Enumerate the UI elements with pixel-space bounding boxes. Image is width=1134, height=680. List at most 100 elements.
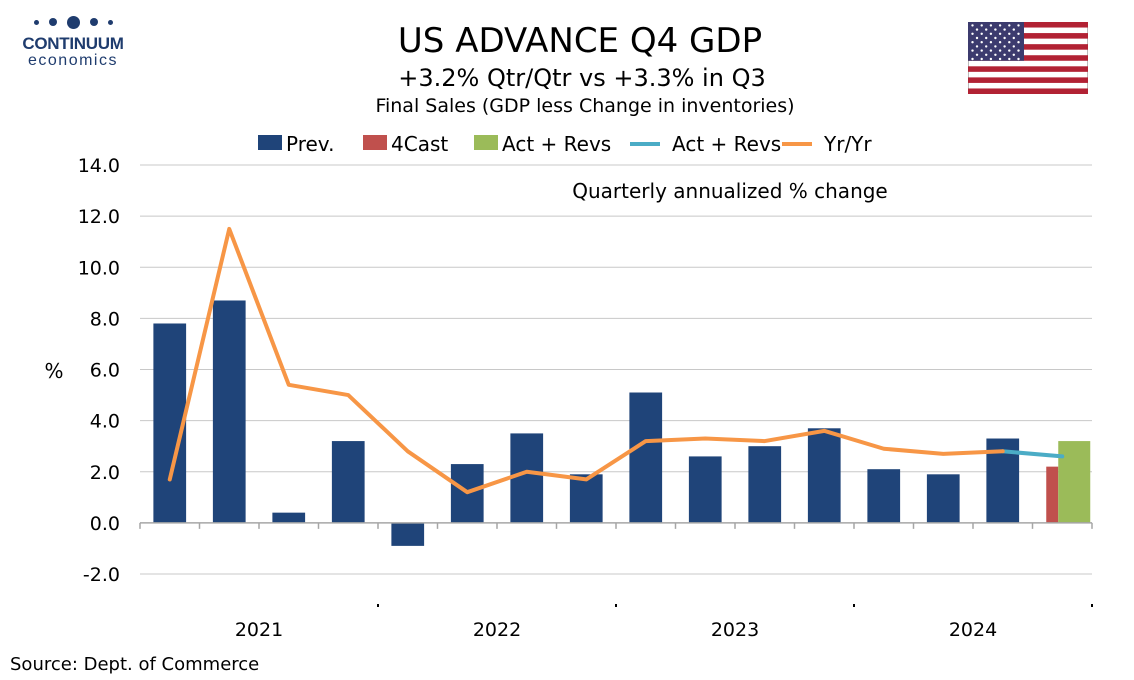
flag-stripe: [968, 44, 1088, 50]
flag-star: [989, 49, 993, 52]
bar-prev: [153, 323, 187, 523]
flag-star: [1003, 45, 1006, 48]
flag-stripe: [968, 22, 1088, 28]
line-act-revs: [1000, 449, 1065, 459]
flag-star: [1008, 41, 1011, 44]
logo-name: CONTINUUM: [22, 34, 124, 53]
flag-star: [998, 24, 1002, 27]
flag-stripe: [968, 55, 1088, 61]
flag-star: [971, 41, 974, 44]
flag-star: [998, 41, 1002, 44]
y-tick-label: 0.0: [90, 513, 120, 535]
bar-prev: [272, 512, 306, 523]
flag-star: [1003, 53, 1006, 56]
flag-star: [980, 57, 983, 61]
legend-label: Act + Revs: [672, 132, 781, 156]
flag-star: [994, 36, 997, 40]
legend-label: Yr/Yr: [823, 132, 872, 156]
year-separator: [615, 604, 617, 607]
chart-subtitle-2: Final Sales (GDP less Change in inventor…: [375, 95, 794, 117]
flag-star: [975, 53, 979, 56]
flag-star: [971, 49, 974, 52]
flag-star: [1003, 28, 1006, 31]
bar-prev: [569, 474, 603, 523]
flag-star: [989, 24, 993, 27]
legend-label: Prev.: [286, 132, 334, 156]
flag-star: [1017, 32, 1020, 35]
flag-stripe: [968, 66, 1088, 72]
chart-axes: 14.0 12.0 10.0 8.0 6.0 4.0 2.0 0.0 -2.0 2021 2022 2…: [78, 155, 1093, 641]
flag-star: [1017, 57, 1020, 61]
legend-swatch: [258, 135, 282, 150]
flag-star: [971, 24, 974, 27]
flag-star: [998, 57, 1002, 61]
chart-grid: [140, 164, 1092, 575]
bar-prev: [748, 446, 782, 523]
chart-subtitle: +3.2% Qtr/Qtr vs +3.3% in Q3: [398, 64, 765, 92]
flag-star: [1012, 53, 1015, 56]
y-tick-label: 4.0: [90, 411, 120, 433]
bar-prev: [629, 392, 663, 523]
chart-annotation: Quarterly annualized % change: [572, 179, 888, 203]
y-tick-label: -2.0: [83, 564, 120, 586]
flag-star: [971, 32, 974, 35]
flag-star: [980, 49, 983, 52]
flag-star: [998, 32, 1002, 35]
flag-star: [1003, 36, 1006, 40]
y-tick-label: 6.0: [90, 360, 120, 382]
legend-label: Act + Revs: [502, 132, 611, 156]
y-axis-label: %: [44, 359, 63, 383]
us-flag-icon: [968, 22, 1088, 94]
x-year-label: 2022: [473, 619, 521, 641]
bar-prev: [212, 300, 246, 523]
y-tick-label: 8.0: [90, 308, 120, 330]
chart-legend: Prev. 4Cast Act + Revs Act + Revs Yr/Yr: [258, 132, 872, 156]
chart-lines: [167, 226, 1065, 495]
flag-star: [975, 45, 979, 48]
y-tick-label: 2.0: [90, 462, 120, 484]
flag-star: [989, 41, 993, 44]
source-note: Source: Dept. of Commerce: [10, 654, 259, 675]
flag-stripe: [968, 33, 1088, 39]
flag-star: [971, 57, 974, 61]
year-separator: [377, 604, 379, 607]
bar-prev: [867, 469, 901, 523]
flag-star: [985, 36, 988, 40]
bar-prev: [510, 433, 544, 523]
logo-sub: economics: [28, 52, 118, 69]
flag-star: [1012, 28, 1015, 31]
legend-swatch: [363, 135, 387, 150]
x-year-label: 2021: [235, 619, 283, 641]
continuum-logo: CONTINUUM economics: [12, 14, 134, 76]
flag-star: [1008, 57, 1011, 61]
logo-dots-icon: [12, 14, 134, 30]
flag-star: [998, 49, 1002, 52]
flag-star: [994, 45, 997, 48]
flag-star: [1017, 41, 1020, 44]
flag-star: [980, 32, 983, 35]
flag-star: [985, 53, 988, 56]
flag-star: [994, 28, 997, 31]
flag-star: [985, 28, 988, 31]
bar-prev: [391, 522, 425, 546]
flag-star: [1008, 24, 1011, 27]
flag-star: [985, 45, 988, 48]
flag-star: [1012, 45, 1015, 48]
flag-star: [989, 32, 993, 35]
legend-label: 4Cast: [391, 132, 448, 156]
bar-prev: [688, 456, 722, 523]
flag-star: [1008, 49, 1011, 52]
bar-actual: [1058, 441, 1091, 523]
flag-star: [1017, 24, 1020, 27]
chart-title: US ADVANCE Q4 GDP: [398, 21, 762, 61]
flag-stripe: [968, 88, 1088, 94]
flag-star: [994, 53, 997, 56]
flag-star: [989, 57, 993, 61]
flag-star: [975, 36, 979, 40]
bar-prev: [926, 474, 960, 523]
line-yoy: [167, 226, 1005, 495]
y-tick-label: 10.0: [78, 257, 120, 279]
bar-prev: [331, 441, 365, 523]
flag-star: [1008, 32, 1011, 35]
